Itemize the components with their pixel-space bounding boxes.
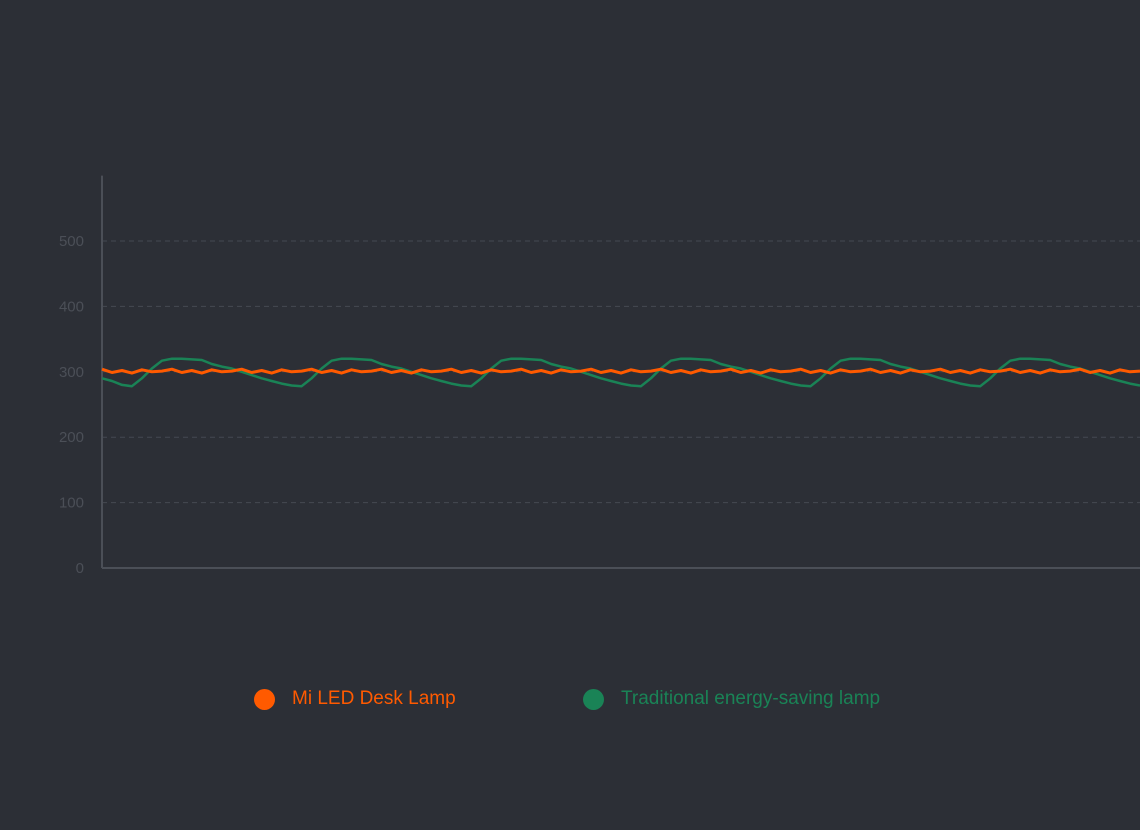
y-tick-label: 0 xyxy=(76,560,84,577)
series-line-0 xyxy=(101,367,1140,375)
y-axis-ticks: 0 100 200 300 400 500 xyxy=(59,233,84,577)
legend-dot-icon xyxy=(254,688,275,710)
y-tick-label: 500 xyxy=(59,233,84,250)
legend-label: Mi LED Desk Lamp xyxy=(292,688,456,709)
y-tick-label: 300 xyxy=(59,364,84,381)
y-tick-label: 100 xyxy=(59,495,84,512)
legend-dot-icon xyxy=(583,688,604,710)
y-tick-label: 400 xyxy=(59,298,84,315)
legend-item-traditional[interactable]: Traditional energy-saving lamp xyxy=(583,688,880,710)
y-tick-label: 200 xyxy=(59,429,84,446)
legend-item-mi-led[interactable]: Mi LED Desk Lamp xyxy=(254,688,456,710)
series-line-1 xyxy=(101,357,1140,388)
series-lines xyxy=(101,357,1140,388)
legend-label: Traditional energy-saving lamp xyxy=(621,688,881,709)
